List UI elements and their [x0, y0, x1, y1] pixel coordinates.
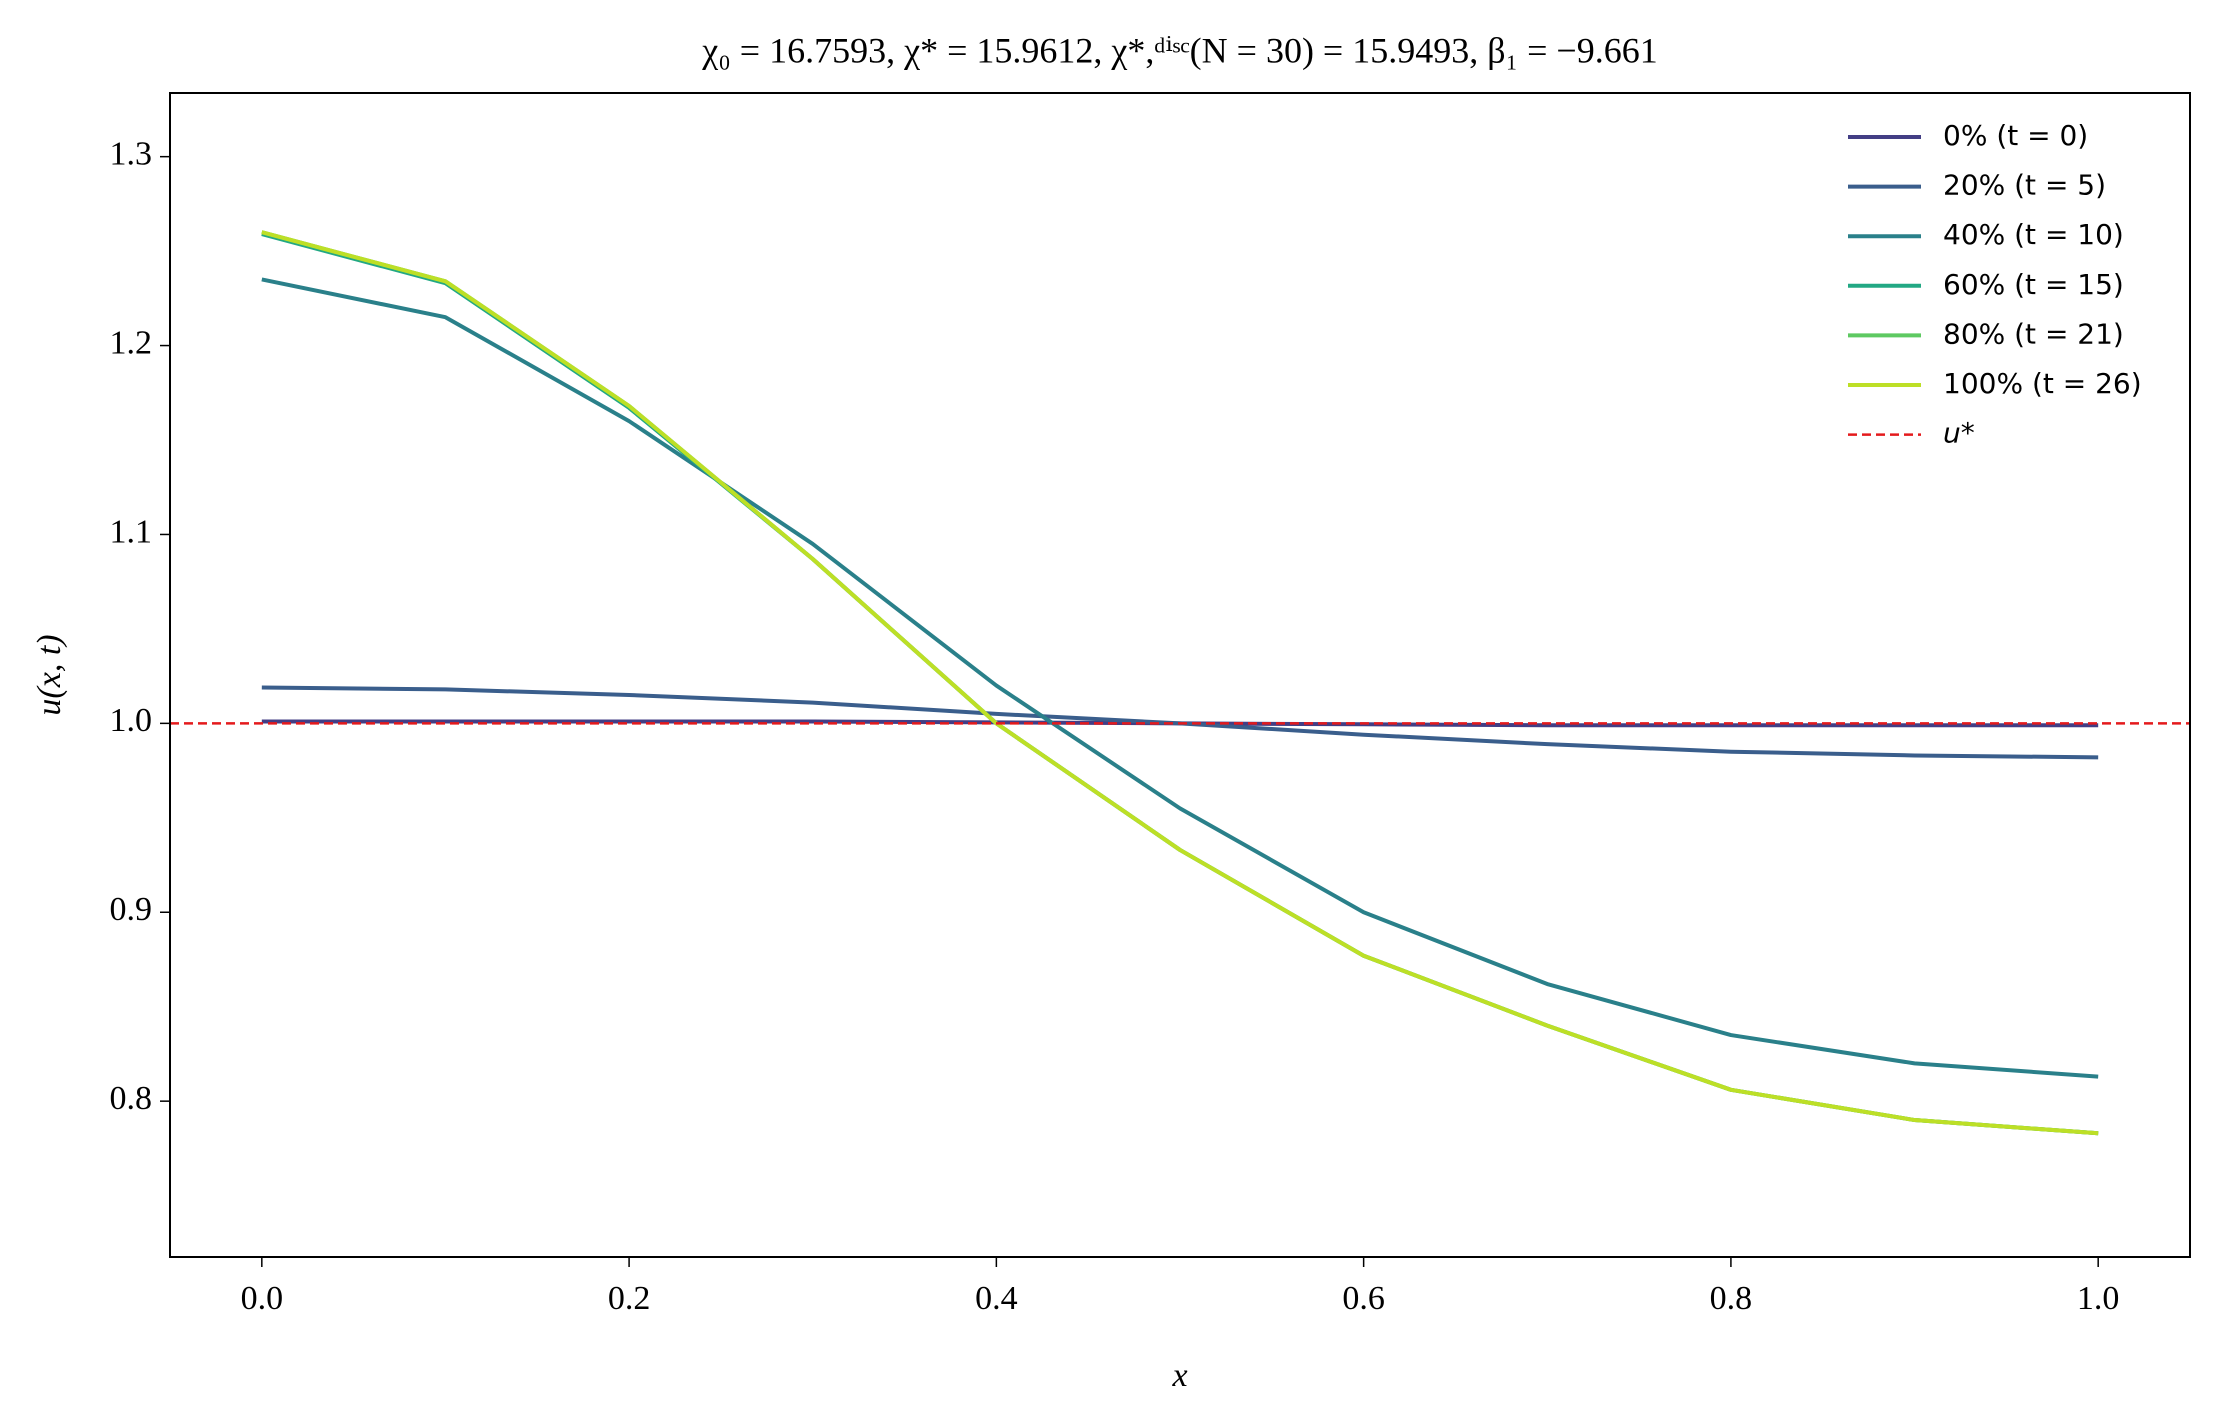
axes-frame [169, 92, 2191, 1258]
x-tick-label: 0.6 [1342, 1280, 1385, 1317]
legend-label: 0% (t = 0) [1943, 119, 2088, 152]
y-tick-label: 1.2 [110, 324, 153, 361]
y-tick-label: 1.0 [110, 702, 153, 739]
y-tick-label: 0.9 [110, 891, 153, 928]
legend-label: 100% (t = 26) [1943, 367, 2142, 400]
x-tick-label: 1.0 [2077, 1280, 2120, 1317]
x-tick-label: 0.8 [1710, 1280, 1753, 1317]
legend-label: 40% (t = 10) [1943, 218, 2124, 251]
series-group [170, 230, 2190, 1136]
legend-label: 80% (t = 21) [1943, 317, 2124, 350]
y-tick-label: 0.8 [110, 1080, 153, 1117]
x-tick-label: 0.0 [241, 1280, 284, 1317]
y-axis-label: u(x, t) [31, 634, 68, 715]
x-tick-label: 0.4 [975, 1280, 1018, 1317]
data-line [261, 277, 2099, 1079]
legend-label: 60% (t = 15) [1943, 268, 2124, 301]
y-tick-label: 1.1 [110, 513, 153, 550]
legend-label: u* [1943, 417, 1975, 450]
data-line [261, 230, 2099, 1136]
y-tick-label: 1.3 [110, 135, 153, 172]
legend: 0% (t = 0) 20% (t = 5) 40% (t = 10) 60% (t … [1848, 119, 2142, 450]
chart-title: χ₀ = 16.7593, χ* = 15.9612, χ*,ᵈⁱˢᶜ(N = … [701, 30, 1657, 70]
legend-label: 20% (t = 5) [1943, 169, 2106, 202]
x-axis-label: x [1171, 1357, 1187, 1394]
x-tick-label: 0.2 [608, 1280, 651, 1317]
